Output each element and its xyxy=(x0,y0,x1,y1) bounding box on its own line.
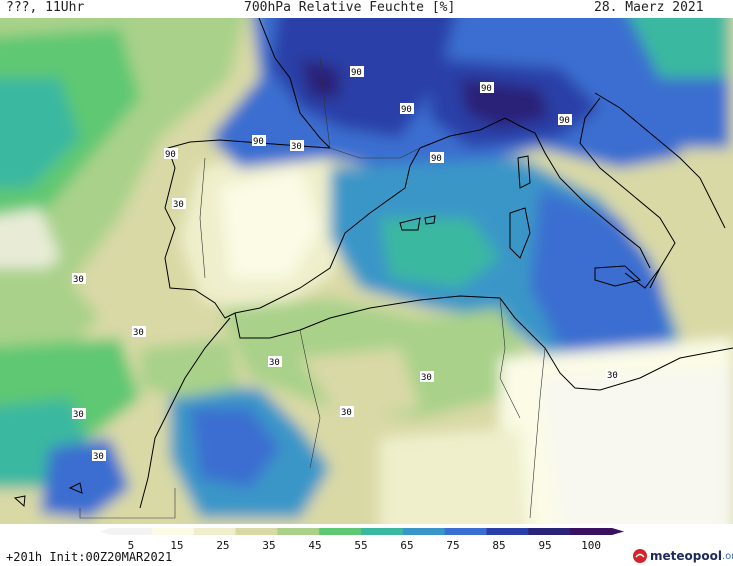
contour-label: 90 xyxy=(430,152,444,164)
contour-label: 90 xyxy=(400,103,414,115)
legend-tick-label: 75 xyxy=(446,539,459,552)
contour-label: 90 xyxy=(350,66,364,78)
contour-label: 30 xyxy=(92,450,106,462)
humidity-field xyxy=(0,18,733,524)
svg-text:90: 90 xyxy=(481,84,492,94)
svg-text:90: 90 xyxy=(165,150,176,160)
svg-text:90: 90 xyxy=(431,154,442,164)
svg-text:30: 30 xyxy=(133,328,144,338)
run-info: +201h Init:00Z20MAR2021 xyxy=(6,550,173,564)
svg-text:90: 90 xyxy=(351,68,362,78)
color-legend: 5 15 25 35 45 55 65 75 85 95 100 xyxy=(100,528,624,552)
svg-text:30: 30 xyxy=(269,358,280,368)
legend-arrow-left xyxy=(100,528,110,535)
globe-icon xyxy=(633,549,647,563)
legend-tick-label: 100 xyxy=(581,539,601,552)
contour-label: 30 xyxy=(420,371,434,383)
legend-swatch xyxy=(361,528,404,535)
legend-swatch xyxy=(319,528,362,535)
contour-labels: 90 90 90 90 90 90 90 30 30 30 30 30 30 3… xyxy=(72,66,620,462)
svg-text:90: 90 xyxy=(253,137,264,147)
meteopool-logo[interactable]: meteopool.org xyxy=(632,546,733,566)
contour-label: 30 xyxy=(172,198,186,210)
legend-tick-label: 55 xyxy=(354,539,367,552)
map-title: 700hPa Relative Feuchte [%] xyxy=(244,0,456,15)
legend-swatch xyxy=(402,528,446,535)
legend-tick-label: 5 xyxy=(128,539,135,552)
legend-tick-label: 25 xyxy=(216,539,229,552)
legend-swatch xyxy=(277,528,320,535)
legend-swatch xyxy=(528,528,571,535)
svg-text:30: 30 xyxy=(173,200,184,210)
contour-label: 30 xyxy=(340,406,354,418)
humidity-map: 90 90 90 90 90 90 90 30 30 30 30 30 30 3… xyxy=(0,18,733,524)
svg-text:30: 30 xyxy=(93,452,104,462)
svg-text:30: 30 xyxy=(421,373,432,383)
contour-label: 30 xyxy=(72,273,86,285)
contour-label: 90 xyxy=(164,148,178,160)
svg-text:30: 30 xyxy=(73,410,84,420)
legend-tick-label: 85 xyxy=(492,539,505,552)
svg-text:90: 90 xyxy=(559,116,570,126)
legend-tick-label: 65 xyxy=(400,539,413,552)
legend-tick-label: 35 xyxy=(262,539,275,552)
legend-swatch xyxy=(570,528,613,535)
svg-text:90: 90 xyxy=(401,105,412,115)
contour-label: 30 xyxy=(132,326,146,338)
legend-tick-label: 45 xyxy=(308,539,321,552)
contour-label: 90 xyxy=(252,135,266,147)
contour-label: 30 xyxy=(72,408,86,420)
legend-swatch xyxy=(444,528,487,535)
legend-swatch xyxy=(193,528,236,535)
svg-text:30: 30 xyxy=(607,371,618,381)
legend-swatch xyxy=(151,528,195,535)
logo-name: meteopool xyxy=(650,549,722,563)
logo-domain: .org xyxy=(721,550,733,562)
coastlines xyxy=(13,18,733,509)
forecast-date: 28. Maerz 2021 xyxy=(594,0,704,15)
legend-swatch xyxy=(486,528,529,535)
contour-label: 90 xyxy=(558,114,572,126)
contour-label: 30 xyxy=(606,369,620,381)
legend-tick-label: 15 xyxy=(170,539,183,552)
legend-arrow-right xyxy=(612,528,624,535)
borders xyxy=(79,57,546,519)
contour-label: 30 xyxy=(268,356,282,368)
svg-text:30: 30 xyxy=(341,408,352,418)
legend-swatch xyxy=(110,528,153,535)
contour-label: 30 xyxy=(290,140,304,152)
contour-label: 90 xyxy=(480,82,494,94)
legend-swatch xyxy=(235,528,278,535)
svg-text:30: 30 xyxy=(73,275,84,285)
svg-text:30: 30 xyxy=(291,142,302,152)
init-label: ???, 11Uhr xyxy=(6,0,85,15)
legend-tick-label: 95 xyxy=(538,539,551,552)
